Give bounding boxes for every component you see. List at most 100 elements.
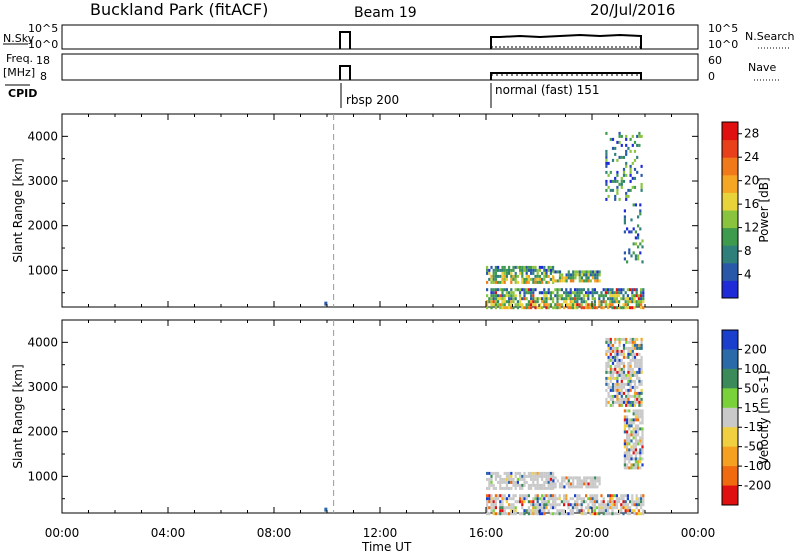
- data-cell: [514, 303, 517, 307]
- freq-strip: Freq. [MHz] 18 8 Nave 60 0: [3, 52, 780, 83]
- data-cell: [626, 509, 629, 513]
- data-cell: [634, 203, 637, 207]
- data-cell: [605, 158, 608, 162]
- data-cell: [486, 471, 489, 475]
- data-cell: [627, 370, 630, 374]
- data-cell: [490, 471, 493, 475]
- plot-frame: [61, 113, 699, 308]
- data-cell: [516, 274, 519, 278]
- data-cell: [640, 400, 643, 404]
- data-cell: [616, 179, 619, 183]
- data-cell: [523, 494, 526, 498]
- data-cell: [611, 394, 615, 398]
- data-cell: [567, 506, 570, 510]
- data-cell: [633, 394, 637, 398]
- data-cell: [492, 303, 495, 307]
- data-cell: [640, 164, 643, 168]
- data-cell: [541, 512, 544, 516]
- data-cell: [635, 503, 638, 507]
- data-cell: [558, 512, 561, 516]
- data-cell: [486, 477, 489, 481]
- data-cell: [521, 500, 524, 504]
- data-cell: [552, 503, 555, 507]
- data-cell: [633, 512, 636, 516]
- data-cell: [633, 346, 637, 350]
- data-cell: [505, 291, 508, 295]
- data-cell: [629, 506, 632, 510]
- data-cell: [629, 394, 632, 398]
- colorbar-tick-label: 28: [744, 127, 759, 141]
- data-cell: [547, 274, 550, 278]
- data-cell: [627, 373, 630, 377]
- data-cell: [605, 179, 608, 183]
- data-cell: [545, 297, 548, 301]
- data-cell: [536, 277, 539, 281]
- data-cell: [607, 349, 610, 353]
- data-cell: [623, 466, 626, 470]
- data-cell: [628, 442, 631, 446]
- data-cell: [605, 400, 608, 404]
- data-cell: [490, 494, 493, 498]
- data-cell: [538, 265, 541, 269]
- data-cell: [538, 280, 541, 284]
- data-cell: [492, 503, 495, 507]
- data-cell: [523, 288, 526, 292]
- data-cell: [503, 271, 506, 275]
- data-cell: [598, 482, 601, 486]
- data-cell: [547, 474, 550, 478]
- data-cell: [516, 300, 519, 304]
- data-cell: [628, 454, 631, 458]
- data-cell: [623, 427, 626, 431]
- data-cell: [607, 500, 610, 504]
- data-cell: [631, 385, 634, 389]
- data-cell: [622, 382, 626, 386]
- data-cell: [618, 497, 621, 501]
- data-cell: [633, 306, 636, 310]
- data-cell: [639, 203, 642, 207]
- data-cell: [571, 291, 574, 295]
- data-cell: [638, 131, 641, 135]
- data-cell: [629, 137, 632, 141]
- data-cell: [538, 483, 541, 487]
- y-tick-label: 4000: [27, 335, 58, 349]
- data-cell: [622, 173, 626, 177]
- data-cell: [626, 421, 629, 425]
- data-cell: [543, 497, 546, 501]
- x-tick-label: 00:00: [681, 526, 716, 540]
- data-cell: [613, 506, 616, 510]
- data-cell: [637, 233, 640, 237]
- data-cell: [505, 497, 508, 501]
- data-cell: [569, 476, 573, 480]
- data-cell: [598, 503, 601, 507]
- data-cell: [630, 448, 633, 452]
- data-cell: [543, 297, 546, 301]
- data-cell: [565, 494, 568, 498]
- data-cell: [616, 185, 619, 189]
- data-cell: [488, 297, 491, 301]
- data-cell: [630, 433, 633, 437]
- data-cell: [512, 494, 515, 498]
- data-cell: [629, 179, 632, 183]
- data-cell: [534, 509, 537, 513]
- data-cell: [632, 451, 635, 455]
- data-cell: [490, 483, 493, 487]
- data-cell: [623, 221, 626, 225]
- data-cell: [637, 294, 640, 298]
- data-cell: [620, 403, 623, 407]
- data-cell: [574, 270, 577, 274]
- data-cell: [633, 400, 637, 404]
- data-cell: [567, 306, 570, 310]
- data-cell: [611, 291, 614, 295]
- data-cell: [639, 427, 642, 431]
- data-cell: [587, 506, 590, 510]
- data-cell: [636, 143, 639, 147]
- data-cell: [625, 337, 628, 341]
- data-cell: [622, 303, 625, 307]
- data-cell: [510, 506, 513, 510]
- data-cell: [628, 427, 631, 431]
- data-cell: [591, 288, 594, 292]
- data-cell: [591, 273, 595, 277]
- data-cell: [607, 503, 610, 507]
- data-cell: [637, 427, 640, 431]
- data-cell: [578, 294, 581, 298]
